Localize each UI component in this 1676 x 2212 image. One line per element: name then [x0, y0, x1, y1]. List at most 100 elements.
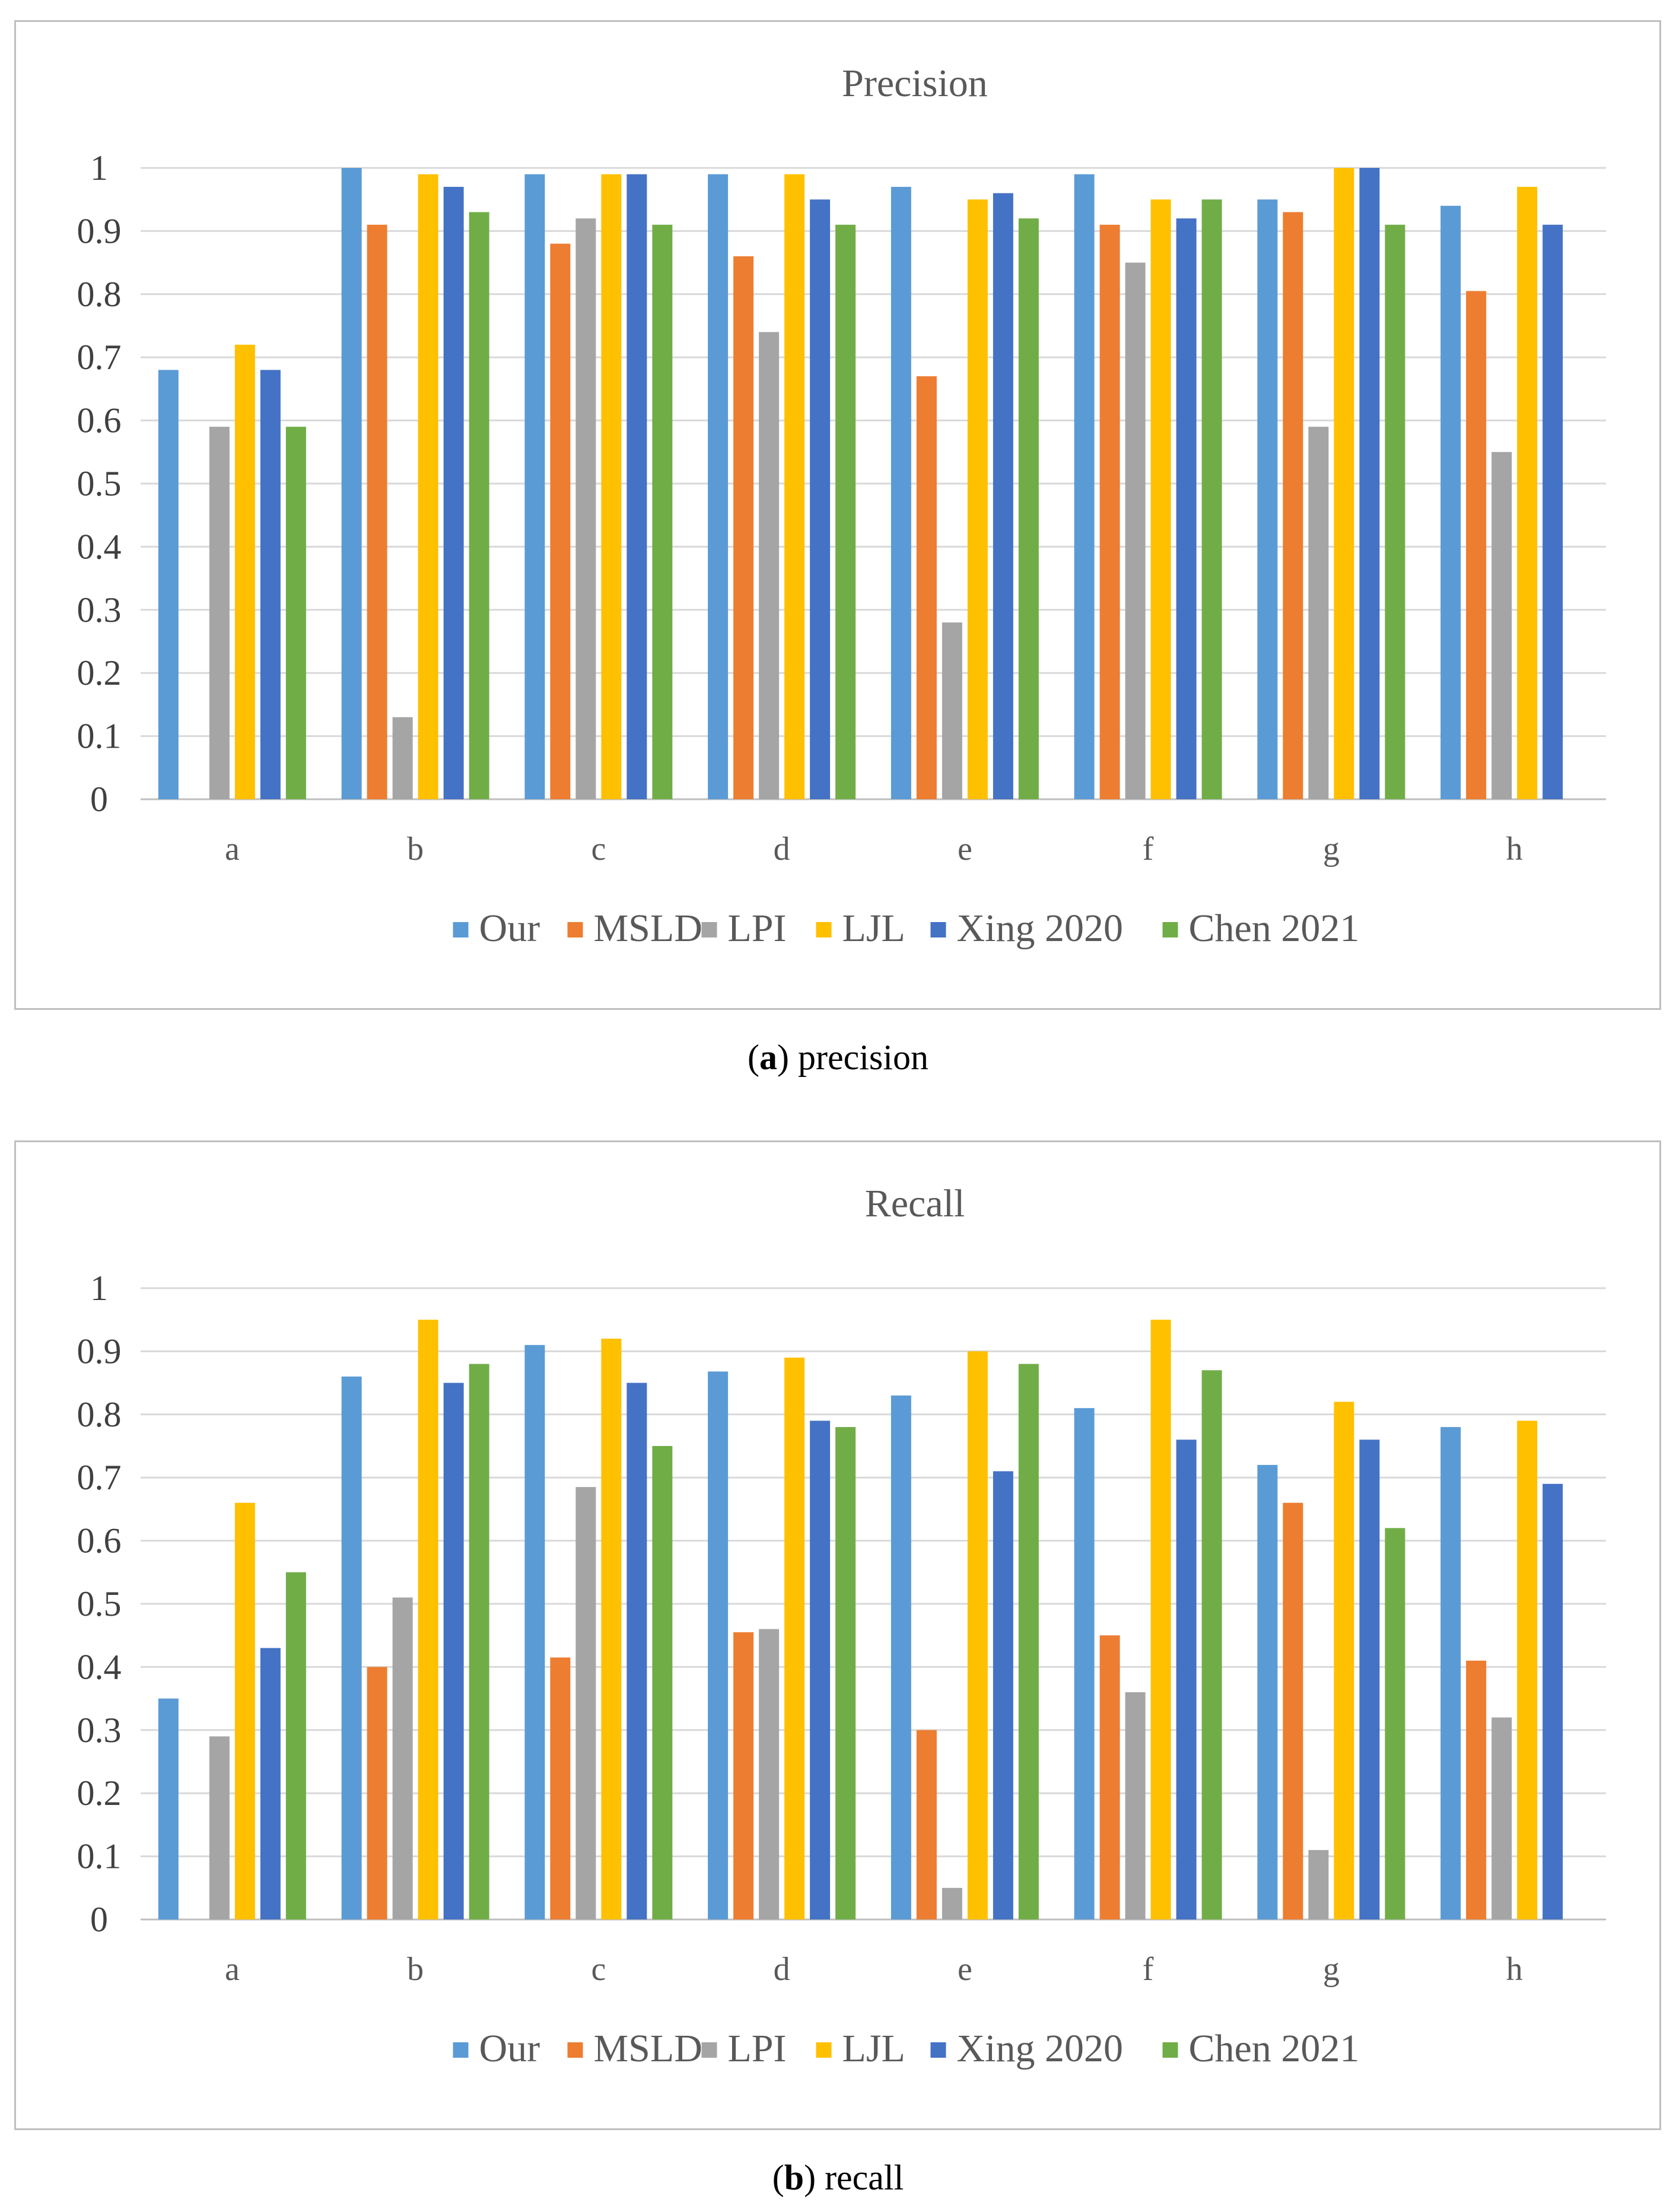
bar-ljl-e [967, 1351, 988, 1919]
bar-xing-2020-e [993, 193, 1013, 799]
legend-item-ljl: LJL [816, 907, 905, 950]
legend-swatch [453, 2042, 469, 2058]
x-tick-label-e: e [958, 831, 972, 867]
bar-msld-f [1099, 224, 1120, 799]
bar-xing-2020-f [1176, 218, 1197, 799]
y-tick-label: 0.4 [77, 527, 122, 566]
bar-chen-2021-e [1018, 1364, 1039, 1919]
bar-msld-g [1283, 212, 1303, 800]
y-tick-label: 0.5 [77, 1584, 122, 1623]
bar-msld-b [367, 224, 387, 799]
bar-msld-b [367, 1667, 387, 1919]
bar-xing-2020-d [810, 1420, 831, 1919]
bar-chen-2021-b [469, 212, 489, 800]
bar-chen-2021-d [835, 1427, 856, 1919]
bar-our-a [158, 370, 179, 799]
legend-swatch [1162, 922, 1178, 937]
legend-item-our: Our [453, 907, 540, 950]
bar-our-a [158, 1698, 179, 1919]
legend-item-xing-2020: Xing 2020 [930, 907, 1124, 950]
bar-xing-2020-c [626, 174, 647, 799]
y-tick-label: 0.4 [77, 1647, 122, 1686]
legend-swatch [1162, 2042, 1178, 2058]
y-tick-label: 0.6 [77, 401, 122, 440]
bar-ljl-g [1334, 1401, 1354, 1919]
bar-our-e [891, 186, 911, 799]
bar-lpi-h [1491, 1717, 1512, 1919]
legend-label: Xing 2020 [957, 2027, 1124, 2070]
y-tick-label: 0 [90, 780, 108, 819]
legend-swatch [701, 922, 717, 937]
bar-ljl-g [1334, 168, 1354, 799]
bar-xing-2020-b [443, 186, 464, 799]
bar-msld-e [916, 376, 937, 799]
bar-lpi-b [392, 1597, 413, 1919]
bar-ljl-f [1150, 1320, 1171, 1919]
legend-item-msld: MSLD [567, 907, 702, 950]
bar-ljl-e [967, 199, 988, 799]
bar-our-g [1257, 1464, 1278, 1919]
bar-xing-2020-f [1176, 1439, 1197, 1919]
y-tick-label: 1 [90, 148, 108, 187]
bar-lpi-a [209, 427, 230, 799]
bar-chen-2021-g [1385, 224, 1405, 799]
x-tick-label-c: c [591, 1951, 606, 1988]
y-tick-label: 0.2 [77, 653, 122, 692]
bar-xing-2020-e [993, 1471, 1013, 1919]
bar-chen-2021-d [835, 224, 856, 799]
bar-ljl-b [418, 1320, 438, 1919]
bar-lpi-e [942, 622, 962, 799]
legend-swatch [567, 2042, 583, 2058]
y-tick-label: 0.9 [77, 1331, 122, 1371]
bar-msld-e [916, 1730, 937, 1919]
x-tick-label-d: d [774, 1951, 790, 1988]
y-tick-label: 0.6 [77, 1521, 122, 1561]
bar-xing-2020-h [1543, 224, 1563, 799]
x-tick-label-c: c [591, 831, 606, 867]
bar-msld-f [1099, 1635, 1120, 1919]
legend-label: Chen 2021 [1189, 907, 1360, 950]
y-tick-label: 0.2 [77, 1774, 122, 1813]
bar-chen-2021-a [285, 427, 306, 799]
recall-chart: Recall 0 0.1 0.2 0.3 0.4 0.5 0.6 0.7 0.8 0.9 1 a b c d e… [14, 1140, 1661, 2130]
bar-lpi-g [1308, 1849, 1329, 1919]
x-tick-label-f: f [1143, 1951, 1154, 1988]
bar-lpi-f [1125, 1692, 1146, 1919]
legend-label: Xing 2020 [957, 907, 1124, 950]
bar-our-b [341, 168, 362, 799]
y-tick-label: 0.1 [77, 1837, 122, 1876]
bar-msld-h [1466, 1660, 1487, 1919]
caption-b-label: b [784, 2158, 804, 2197]
bar-msld-c [550, 1657, 571, 1919]
bar-msld-c [550, 243, 571, 799]
y-tick-label: 0.3 [77, 590, 122, 630]
caption-a-text: precision [798, 1038, 928, 1077]
legend-item-msld: MSLD [567, 2027, 702, 2070]
caption-a-label: a [759, 1038, 778, 1077]
legend-label: LPI [728, 907, 787, 950]
caption-b-text: recall [825, 2158, 904, 2197]
bar-xing-2020-h [1543, 1483, 1563, 1919]
bar-chen-2021-c [652, 224, 673, 799]
bar-lpi-g [1308, 427, 1329, 799]
bar-msld-g [1283, 1502, 1303, 1919]
bar-chen-2021-f [1201, 199, 1222, 799]
bar-ljl-d [784, 1358, 805, 1919]
bar-xing-2020-c [626, 1383, 647, 1919]
bar-lpi-b [392, 717, 413, 799]
bar-ljl-h [1517, 186, 1538, 799]
bar-our-f [1074, 174, 1095, 799]
bar-our-f [1074, 1408, 1095, 1919]
y-tick-label: 0.9 [77, 211, 122, 250]
chart-title: Recall [865, 1182, 965, 1225]
legend-label: Chen 2021 [1189, 2027, 1360, 2070]
recall-chart-svg: Recall 0 0.1 0.2 0.3 0.4 0.5 0.6 0.7 0.8 0.9 1 a b c d e… [77, 1182, 1606, 2070]
bar-lpi-f [1125, 262, 1146, 800]
bar-xing-2020-b [443, 1383, 464, 1919]
caption-b: (b) recall [772, 2158, 904, 2197]
bar-our-c [524, 174, 545, 799]
bar-our-e [891, 1395, 911, 1919]
bar-lpi-h [1491, 452, 1512, 799]
bar-msld-d [733, 256, 754, 800]
legend-item-lpi: LPI [701, 907, 787, 950]
